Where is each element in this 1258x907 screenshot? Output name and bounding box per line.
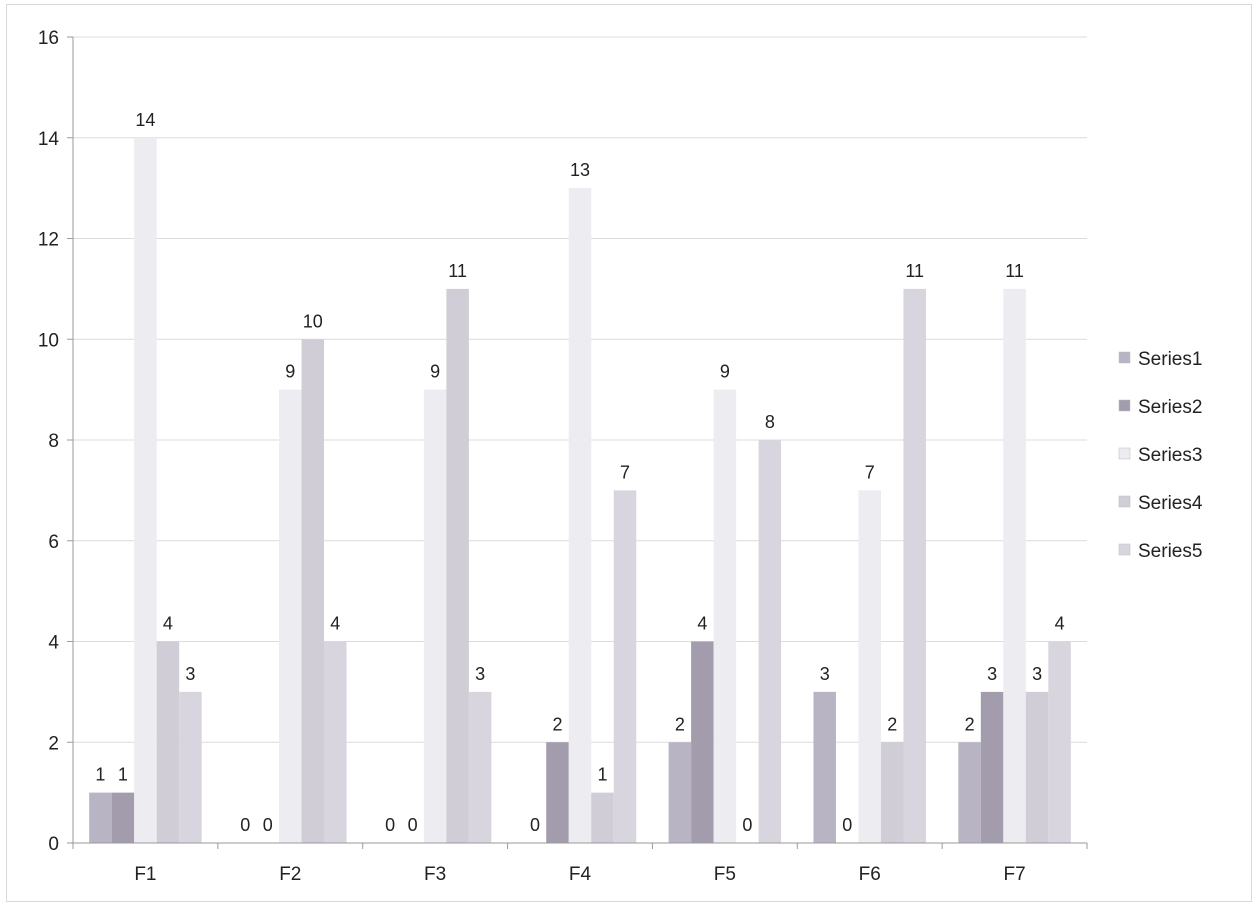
bar-series4-f4 (591, 792, 614, 843)
data-label: 0 (842, 815, 852, 835)
bar-series2-f1 (111, 792, 135, 843)
bar-series5-f7 (1048, 641, 1071, 843)
data-label: 1 (118, 765, 128, 785)
y-tick-label: 16 (38, 28, 59, 49)
bar-series3-f6 (858, 490, 881, 843)
bar-series2-f4 (546, 742, 569, 843)
bar-series4-f6 (880, 742, 904, 843)
bar-series3-f4 (568, 188, 592, 843)
data-label: 2 (552, 714, 562, 734)
x-tick-label: F4 (569, 864, 592, 885)
bar-series5-f4 (613, 490, 637, 843)
bar-series3-f1 (134, 137, 157, 843)
x-tick-label: F1 (134, 864, 156, 885)
legend-label: Series4 (1138, 493, 1203, 514)
x-tick-label: F5 (714, 864, 736, 885)
bar-series4-f1 (156, 641, 180, 843)
bar-series3-f5 (713, 389, 737, 843)
data-label: 2 (965, 714, 975, 734)
bar-series4-f2 (301, 339, 325, 843)
data-label: 0 (385, 815, 395, 835)
legend-swatch (1118, 543, 1131, 556)
data-label: 4 (330, 614, 340, 634)
data-label: 3 (1032, 664, 1042, 684)
bar-series3-f7 (1003, 288, 1026, 843)
bar-series4-f7 (1025, 691, 1049, 843)
bar-series5-f6 (903, 288, 926, 843)
bar-series2-f5 (691, 641, 714, 843)
bars (89, 137, 1071, 843)
y-tick-label: 12 (38, 230, 59, 251)
data-label: 1 (597, 765, 607, 785)
data-label: 9 (285, 362, 295, 382)
bar-series1-f7 (958, 742, 981, 843)
data-label: 10 (303, 311, 323, 331)
data-label: 9 (430, 362, 440, 382)
data-label: 2 (887, 714, 897, 734)
data-label: 8 (765, 412, 775, 432)
y-tick-label: 4 (48, 633, 59, 654)
data-label: 11 (448, 261, 467, 281)
bar-series1-f6 (813, 691, 836, 843)
data-label: 0 (742, 815, 752, 835)
bar-series5-f3 (468, 691, 492, 843)
y-tick-label: 14 (38, 129, 60, 150)
bar-series3-f2 (279, 389, 302, 843)
bar-series4-f3 (446, 288, 469, 843)
y-tick-label: 10 (38, 330, 59, 351)
data-label: 0 (408, 815, 418, 835)
data-label: 7 (865, 462, 875, 482)
data-label: 14 (135, 110, 155, 130)
bar-series5-f5 (758, 440, 782, 843)
data-label: 4 (163, 614, 173, 634)
data-label: 0 (530, 815, 540, 835)
legend-swatch (1118, 447, 1131, 460)
data-label: 2 (675, 714, 685, 734)
bar-series2-f7 (980, 691, 1004, 843)
legend-label: Series2 (1138, 397, 1202, 418)
chart-frame: 1 1 14 4 3 0 0 9 10 4 0 0 9 11 3 0 2 13 1 7 2 4 9 0 8 3 0 7 2 11 2 3 11 3… (6, 4, 1252, 902)
legend-swatch (1118, 495, 1131, 508)
data-label: 13 (570, 160, 590, 180)
bar-series5-f2 (324, 641, 347, 843)
legend-label: Series5 (1138, 541, 1202, 562)
legend: Series1 Series2 Series3 Series4 Series5 (1118, 349, 1203, 562)
data-label: 1 (95, 765, 105, 785)
bar-series1-f1 (89, 792, 112, 843)
data-label: 7 (620, 462, 630, 482)
bar-series3-f3 (423, 389, 447, 843)
data-label: 11 (905, 261, 924, 281)
data-label: 0 (240, 815, 250, 835)
legend-label: Series1 (1138, 349, 1202, 370)
legend-swatch (1118, 351, 1131, 364)
data-label: 4 (1055, 614, 1065, 634)
y-tick-label: 0 (48, 834, 59, 855)
data-label: 3 (820, 664, 830, 684)
data-label: 0 (263, 815, 273, 835)
data-label: 3 (185, 664, 195, 684)
bar-series5-f1 (179, 691, 202, 843)
data-label: 11 (1005, 261, 1024, 281)
data-label: 9 (720, 362, 730, 382)
data-label: 4 (697, 614, 707, 634)
y-tick-label: 2 (48, 733, 59, 754)
x-tick-label: F2 (279, 864, 301, 885)
y-tick-label: 8 (48, 431, 59, 452)
data-label: 3 (475, 664, 485, 684)
x-tick-label: F3 (424, 864, 446, 885)
legend-label: Series3 (1138, 445, 1202, 466)
data-label: 3 (987, 664, 997, 684)
x-tick-label: F6 (859, 864, 881, 885)
legend-swatch (1118, 399, 1131, 412)
bar-series1-f5 (668, 742, 692, 843)
x-tick-label: F7 (1003, 864, 1025, 885)
y-tick-label: 6 (48, 532, 59, 553)
